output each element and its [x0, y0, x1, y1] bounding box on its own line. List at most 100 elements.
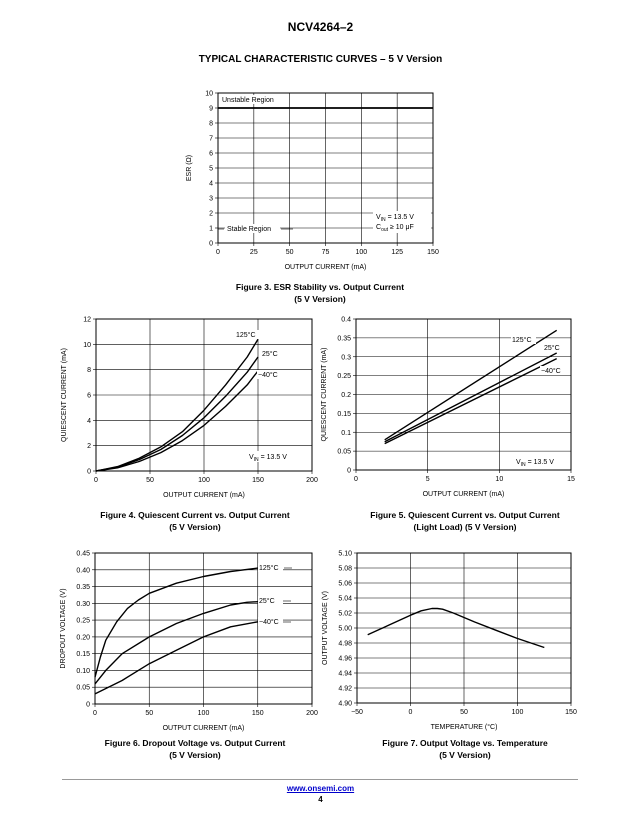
label-bg [540, 366, 565, 375]
x-tick-label: 0 [409, 709, 413, 716]
plot-frame [356, 552, 572, 704]
figure-7-caption: Figure 7. Output Voltage vs. Temperature… [330, 737, 600, 761]
y-tick-label: 0.35 [76, 584, 90, 591]
x-tick-label: 50 [145, 710, 153, 717]
label-bg [258, 563, 283, 572]
y-tick-label: 4.98 [338, 641, 352, 648]
series-line [95, 370, 259, 472]
series-label: 125°C [259, 564, 279, 572]
figure-4-caption: Figure 4. Quiescent Current vs. Output C… [60, 509, 330, 533]
x-tick-label: −50 [351, 709, 363, 716]
y-tick-label: 2 [87, 443, 91, 450]
series-line [95, 338, 259, 472]
y-tick-label: 1 [209, 226, 213, 233]
dropout-voltage-chart: 0 50 100 150 200 0 0.05 0.10 0.15 0.20 0.25 0.30 0.3… [60, 551, 318, 733]
series-label: −40°C [259, 618, 279, 626]
figure-3-caption: Figure 3. ESR Stability vs. Output Curre… [170, 281, 470, 305]
y-tick-label: 4.94 [338, 671, 352, 678]
x-axis-label: TEMPERATURE (°C) [431, 723, 498, 731]
y-tick-label: 9 [209, 106, 213, 113]
quiescent-current-chart: 0 50 100 150 200 0 2 4 6 8 10 12 OUTPUT CURRENT (mA)… [61, 317, 318, 500]
y-tick-label: 0.15 [337, 411, 351, 418]
series-label: −40°C [258, 371, 278, 379]
x-tick-label: 50 [146, 477, 154, 484]
y-tick-label: 0 [347, 468, 351, 475]
y-tick-label: 0.25 [76, 618, 90, 625]
figure-5-caption: Figure 5. Quiescent Current vs. Output C… [330, 509, 600, 533]
vin-annotation: VIN = 13.5 V [376, 214, 414, 223]
y-tick-label: 5.02 [338, 611, 352, 618]
y-tick-label: 0.30 [76, 601, 90, 608]
y-tick-label: 4.90 [338, 701, 352, 708]
y-tick-label: 7 [209, 136, 213, 143]
x-tick-label: 150 [252, 477, 264, 484]
page-number: 4 [318, 795, 323, 804]
series-line [367, 607, 545, 649]
series-line [94, 601, 258, 685]
figure-4-caption-line2: (5 V Version) [169, 522, 221, 532]
x-tick-label: 100 [512, 709, 524, 716]
y-tick-label: 0.3 [341, 354, 351, 361]
cout-annotation: Cout ≥ 10 μF [376, 224, 414, 233]
series-line [94, 567, 258, 678]
x-tick-label: 50 [286, 249, 294, 256]
label-bg [511, 335, 536, 344]
series-line [94, 621, 258, 695]
footer-divider [62, 779, 578, 780]
y-tick-label: 0 [86, 702, 90, 709]
y-tick-label: 2 [209, 211, 213, 218]
series-label: 25°C [259, 597, 275, 605]
y-tick-label: 5.04 [338, 596, 352, 603]
y-tick-label: 0.35 [337, 335, 351, 342]
y-tick-label: 5.10 [338, 551, 352, 558]
section-title: TYPICAL CHARACTERISTIC CURVES – 5 V Vers… [198, 54, 443, 65]
figure-3-caption-line1: Figure 3. ESR Stability vs. Output Curre… [235, 282, 405, 292]
y-tick-label: 0.25 [337, 373, 351, 380]
x-tick-label: 125 [391, 249, 403, 256]
x-axis-label: OUTPUT CURRENT (mA) [285, 264, 367, 271]
label-bg [543, 343, 568, 352]
vin-annotation: VIN = 13.5 V [249, 454, 287, 463]
y-tick-label: 3 [209, 196, 213, 203]
plot-frame [95, 318, 313, 472]
x-tick-label: 10 [495, 476, 503, 483]
series-label: 125°C [236, 331, 256, 339]
y-tick-label: 0.05 [76, 685, 90, 692]
plot-frame [217, 92, 434, 244]
esr-chart: 0 25 50 75 100 125 150 0 1 2 3 4 5 6 7 8 9 10 OUTPUT CURRE… [186, 91, 439, 272]
y-tick-label: 5 [209, 166, 213, 173]
x-axis-label: OUTPUT CURRENT (mA) [423, 491, 505, 498]
figure-6-caption-line1: Figure 6. Dropout Voltage vs. Output Cur… [104, 738, 286, 748]
y-tick-label: 4.96 [338, 656, 352, 663]
x-tick-label: 0 [354, 476, 358, 483]
annotation-bg [373, 211, 431, 233]
quiescent-current-light-load-chart: 0 5 10 15 0 0.05 0.1 0.15 0.2 0.25 0.3 0.35 0.4 OUTPU… [321, 317, 575, 499]
y-tick-label: 10 [205, 91, 213, 98]
x-axis-label: OUTPUT CURRENT (mA) [163, 725, 245, 732]
y-tick-label: 4 [87, 418, 91, 425]
y-axis-label: ESR (Ω) [186, 155, 193, 181]
x-tick-label: 150 [565, 709, 577, 716]
x-tick-label: 150 [252, 710, 264, 717]
y-axis-label: DROPOUT VOLTAGE (V) [60, 588, 67, 668]
y-tick-label: 6 [87, 393, 91, 400]
figure-5-caption-line1: Figure 5. Quiescent Current vs. Output C… [370, 510, 560, 520]
annotation-bg [225, 224, 280, 233]
x-tick-label: 50 [460, 709, 468, 716]
x-tick-label: 200 [306, 710, 318, 717]
x-tick-label: 100 [198, 710, 210, 717]
series-line [384, 357, 558, 445]
label-bg [258, 617, 283, 626]
annotation-bg [513, 456, 565, 467]
figure-7-caption-line1: Figure 7. Output Voltage vs. Temperature [382, 738, 548, 748]
x-tick-label: 25 [250, 249, 258, 256]
y-tick-label: 0.40 [76, 567, 90, 574]
y-axis-label: QUIESCENT CURRENT (mA) [321, 348, 328, 442]
plot-frame [94, 552, 313, 705]
figure-4-caption-line1: Figure 4. Quiescent Current vs. Output C… [100, 510, 290, 520]
footer-url-link[interactable]: www.onsemi.com [286, 784, 355, 793]
y-axis-label: OUTPUT VOLTAGE (V) [322, 591, 329, 665]
series-label: −40°C [541, 367, 561, 375]
annotation-bg [220, 95, 286, 104]
